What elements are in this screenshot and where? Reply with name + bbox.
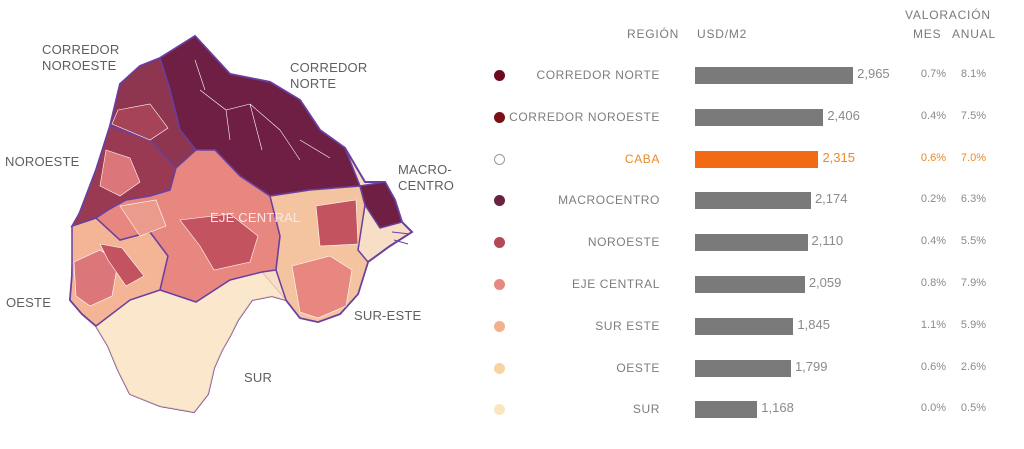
header-anual: ANUAL	[952, 27, 997, 41]
bar	[695, 359, 791, 377]
legend-dot	[494, 320, 505, 332]
category-label: SUR	[632, 402, 660, 417]
chart-row: OESTE 1,799 0.6% 2.6%	[480, 357, 1024, 381]
value-label: 2,406	[827, 107, 860, 123]
value-label: 1,845	[797, 316, 830, 332]
category-label: SUR ESTE	[595, 318, 660, 333]
map-corredor-norte-lines	[194, 59, 331, 161]
bar	[695, 234, 808, 252]
buenos-aires-region-map: CORREDOR NOROESTE CORREDOR NORTE NOROESTE …	[5, 34, 454, 414]
map-label-oeste: OESTE	[6, 295, 51, 310]
category-label: MACROCENTRO	[558, 193, 660, 208]
anual-value: 8.1%	[960, 68, 986, 80]
map-oeste-dark	[73, 249, 119, 307]
map-oeste-inner	[99, 243, 145, 287]
category-label: CABA	[624, 151, 660, 166]
bar	[695, 150, 819, 168]
legend-dot	[494, 111, 505, 123]
mes-value: 0.0%	[920, 402, 946, 415]
chart-row: CORREDOR NOROESTE 2,406 0.4% 7.5%	[480, 106, 1024, 130]
category-label: CORREDOR NOROESTE	[509, 109, 660, 124]
anual-value: 5.9%	[960, 318, 986, 331]
map-noroeste-light	[99, 149, 141, 197]
chart-row: NOROESTE 2,110 0.4% 5.5%	[480, 231, 1024, 255]
bar	[695, 108, 824, 126]
legend-dot	[494, 237, 505, 249]
category-label: CORREDOR NORTE	[536, 68, 660, 82]
value-label: 2,110	[811, 233, 844, 249]
chart-row: CORREDOR NORTE 2,965 0.7% 8.1%	[480, 64, 1024, 88]
anual-value: 7.5%	[960, 109, 986, 122]
value-label: 2,174	[814, 191, 848, 207]
header-usd: USD/M2	[697, 27, 748, 41]
bar	[695, 67, 854, 84]
mes-value: 0.8%	[920, 277, 946, 289]
map-label-sur-este: SUR-ESTE	[354, 308, 421, 323]
map-label-macrocentro: MACRO-CENTRO	[398, 162, 454, 193]
anual-value: 5.5%	[960, 235, 986, 248]
value-label: 2,965	[857, 66, 890, 81]
legend-dot	[494, 279, 505, 290]
chart-row: EJE CENTRAL 2,059 0.8% 7.9%	[480, 273, 1024, 297]
legend-dot	[494, 195, 505, 207]
mes-value: 0.4%	[920, 109, 946, 122]
bar	[695, 276, 805, 293]
mes-value: 1.1%	[920, 318, 946, 331]
value-label: 1,168	[761, 400, 794, 416]
anual-value: 0.5%	[960, 402, 986, 415]
map-label-noroeste: NOROESTE	[5, 154, 80, 169]
anual-value: 2.6%	[960, 360, 986, 373]
map-label-eje-central: EJE CENTRAL	[210, 210, 300, 225]
value-label: 1,799	[794, 358, 828, 374]
mes-value: 0.6%	[920, 360, 946, 373]
mes-value: 0.2%	[920, 193, 946, 206]
chart-row: SUR 1,168 0.0% 0.5%	[480, 398, 1024, 422]
chart-row: SUR ESTE 1,845 1.1% 5.9%	[480, 315, 1024, 339]
legend-dot	[494, 153, 505, 165]
category-label: OESTE	[616, 360, 660, 375]
map-region-macrocentro	[359, 181, 403, 229]
mes-value: 0.4%	[920, 235, 946, 248]
chart-row: CABA 2,315 0.6% 7.0%	[480, 148, 1024, 172]
map-corredor-noroeste-inner	[111, 103, 169, 141]
header-mes: MES	[913, 27, 942, 41]
value-label: 2,059	[808, 275, 842, 290]
category-label: EJE CENTRAL	[572, 277, 660, 291]
anual-value: 6.3%	[960, 193, 986, 206]
map-eje-central-dark	[179, 213, 259, 271]
legend-dot	[494, 70, 505, 81]
legend-dot	[494, 404, 505, 416]
map-label-corredor-norte: CORREDOR NORTE	[290, 60, 367, 91]
category-label: NOROESTE	[587, 235, 660, 250]
map-label-corredor-noroeste: CORREDOR NOROESTE	[42, 42, 119, 73]
header-region: REGIÓN	[627, 27, 680, 41]
mes-value: 0.6%	[920, 151, 946, 164]
value-label: 2,315	[822, 149, 855, 165]
map-sur-este-dark	[291, 255, 353, 319]
legend-dot	[494, 362, 505, 374]
map-sur-este-inner	[315, 199, 359, 247]
anual-value: 7.0%	[960, 151, 986, 164]
bar	[695, 192, 811, 210]
map-label-sur: SUR	[244, 370, 272, 385]
bar	[695, 401, 758, 419]
map-eje-central-light	[119, 199, 167, 237]
header-valoracion: VALORACIÓN	[905, 8, 991, 22]
mes-value: 0.7%	[920, 68, 946, 80]
chart-row: MACROCENTRO 2,174 0.2% 6.3%	[480, 189, 1024, 213]
map-coast-piers	[391, 231, 411, 245]
anual-value: 7.9%	[960, 277, 986, 289]
bar	[695, 317, 794, 335]
